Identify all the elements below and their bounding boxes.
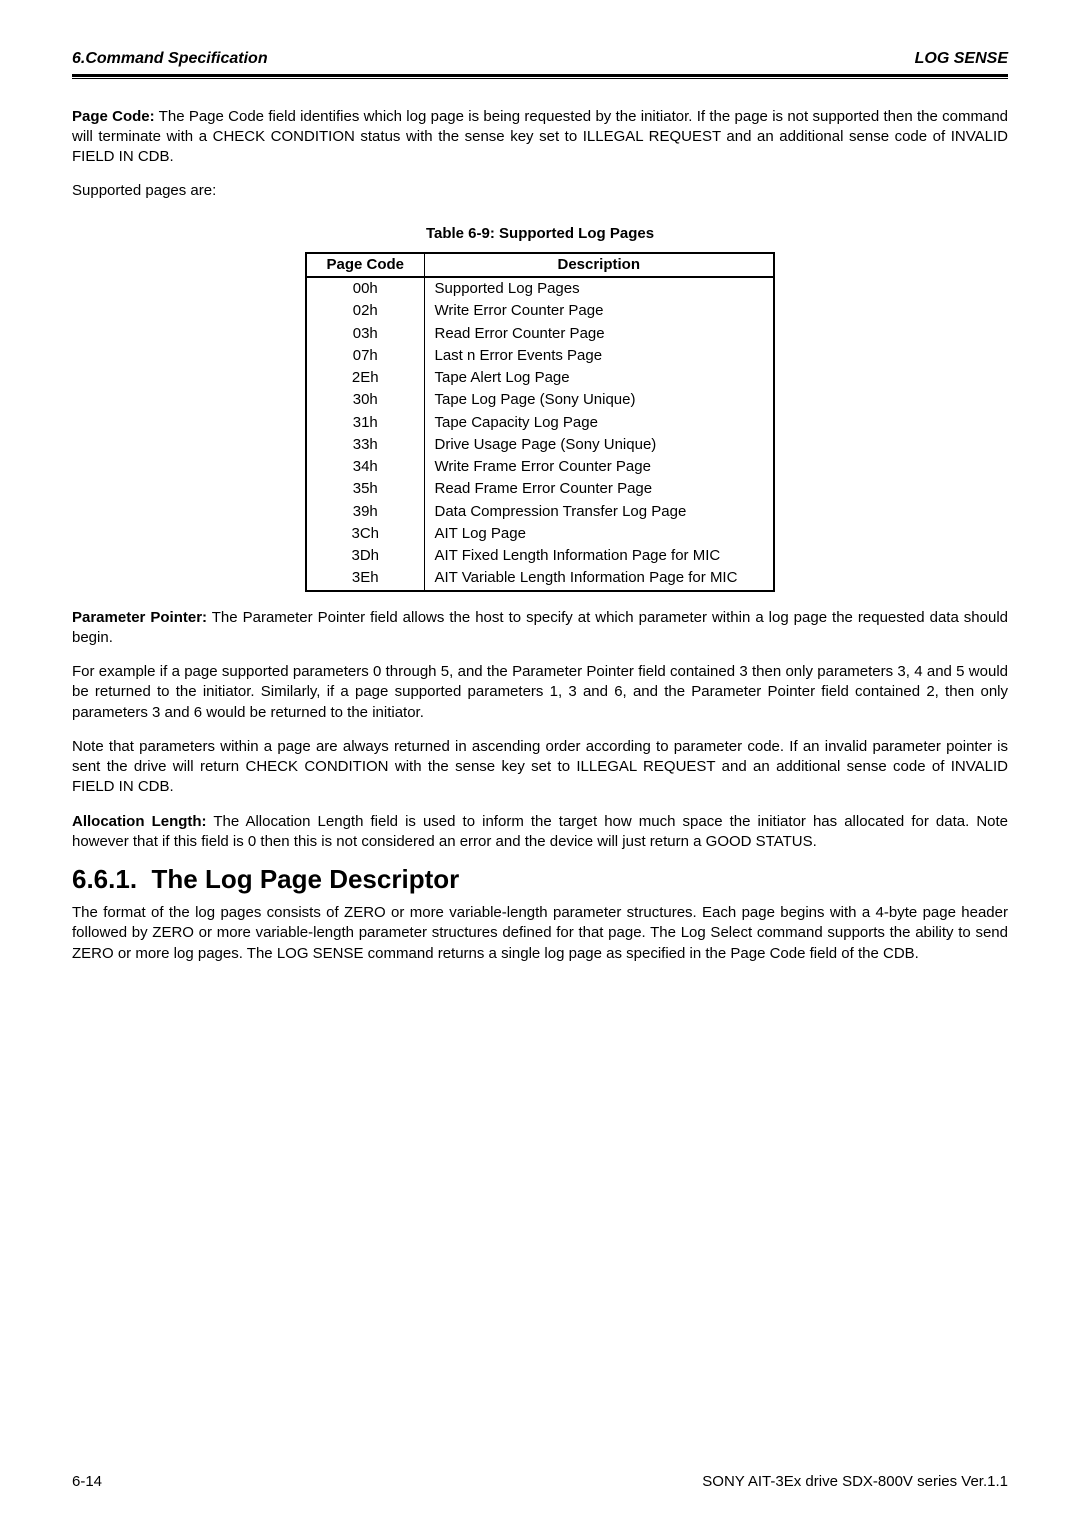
- label-allocation-length: Allocation Length:: [72, 813, 207, 830]
- paragraph-page-code: Page Code: The Page Code field identifie…: [72, 107, 1008, 168]
- cell-code: 2Eh: [306, 367, 424, 389]
- table-header-desc: Description: [424, 253, 774, 277]
- table-row: 35hRead Frame Error Counter Page: [306, 478, 774, 500]
- table-row: 34hWrite Frame Error Counter Page: [306, 456, 774, 478]
- cell-desc: Tape Log Page (Sony Unique): [424, 389, 774, 411]
- paragraph-parameter-pointer: Parameter Pointer: The Parameter Pointer…: [72, 608, 1008, 649]
- section-heading: 6.6.1. The Log Page Descriptor: [72, 862, 1008, 897]
- table-row: 39hData Compression Transfer Log Page: [306, 501, 774, 523]
- footer-left: 6-14: [72, 1472, 102, 1492]
- cell-code: 35h: [306, 478, 424, 500]
- text-allocation-length: The Allocation Length field is used to i…: [72, 813, 1008, 850]
- cell-desc: Write Error Counter Page: [424, 300, 774, 322]
- cell-code: 03h: [306, 323, 424, 345]
- cell-desc: Write Frame Error Counter Page: [424, 456, 774, 478]
- section-number: 6.6.1.: [72, 864, 137, 894]
- table-caption: Table 6-9: Supported Log Pages: [72, 224, 1008, 244]
- cell-code: 34h: [306, 456, 424, 478]
- cell-desc: Supported Log Pages: [424, 277, 774, 300]
- footer-right: SONY AIT-3Ex drive SDX-800V series Ver.1…: [702, 1472, 1008, 1492]
- cell-desc: Drive Usage Page (Sony Unique): [424, 434, 774, 456]
- cell-code: 3Ch: [306, 523, 424, 545]
- cell-code: 00h: [306, 277, 424, 300]
- table-row: 00hSupported Log Pages: [306, 277, 774, 300]
- cell-code: 3Dh: [306, 545, 424, 567]
- paragraph-allocation-length: Allocation Length: The Allocation Length…: [72, 812, 1008, 853]
- table-row: 07hLast n Error Events Page: [306, 345, 774, 367]
- paragraph-supported: Supported pages are:: [72, 181, 1008, 201]
- header-rule-thick: [72, 74, 1008, 77]
- supported-log-pages-table: Page Code Description 00hSupported Log P…: [305, 252, 775, 592]
- table-row: 3DhAIT Fixed Length Information Page for…: [306, 545, 774, 567]
- cell-code: 07h: [306, 345, 424, 367]
- cell-desc: Data Compression Transfer Log Page: [424, 501, 774, 523]
- cell-code: 31h: [306, 412, 424, 434]
- page-footer: 6-14 SONY AIT-3Ex drive SDX-800V series …: [72, 1472, 1008, 1492]
- table-header-code: Page Code: [306, 253, 424, 277]
- cell-code: 39h: [306, 501, 424, 523]
- table-row: 3ChAIT Log Page: [306, 523, 774, 545]
- text-parameter-pointer: The Parameter Pointer field allows the h…: [72, 609, 1008, 646]
- cell-code: 02h: [306, 300, 424, 322]
- cell-desc: Tape Capacity Log Page: [424, 412, 774, 434]
- cell-desc: Read Frame Error Counter Page: [424, 478, 774, 500]
- section-title: The Log Page Descriptor: [152, 864, 460, 894]
- cell-desc: Read Error Counter Page: [424, 323, 774, 345]
- cell-desc: AIT Log Page: [424, 523, 774, 545]
- header-left: 6.Command Specification: [72, 48, 268, 70]
- paragraph-descriptor: The format of the log pages consists of …: [72, 903, 1008, 964]
- table-row: 03hRead Error Counter Page: [306, 323, 774, 345]
- header-rule-thin: [72, 78, 1008, 79]
- table-row: 33hDrive Usage Page (Sony Unique): [306, 434, 774, 456]
- cell-code: 30h: [306, 389, 424, 411]
- text-page-code: The Page Code field identifies which log…: [72, 108, 1008, 166]
- cell-code: 3Eh: [306, 567, 424, 590]
- table-row: 2EhTape Alert Log Page: [306, 367, 774, 389]
- cell-code: 33h: [306, 434, 424, 456]
- paragraph-example: For example if a page supported paramete…: [72, 662, 1008, 723]
- table-header-row: Page Code Description: [306, 253, 774, 277]
- table-row: 31hTape Capacity Log Page: [306, 412, 774, 434]
- paragraph-note-order: Note that parameters within a page are a…: [72, 737, 1008, 798]
- label-parameter-pointer: Parameter Pointer:: [72, 609, 207, 626]
- cell-desc: AIT Variable Length Information Page for…: [424, 567, 774, 590]
- cell-desc: Tape Alert Log Page: [424, 367, 774, 389]
- header-right: LOG SENSE: [915, 48, 1008, 70]
- table-row: 02hWrite Error Counter Page: [306, 300, 774, 322]
- table-row: 3EhAIT Variable Length Information Page …: [306, 567, 774, 590]
- cell-desc: Last n Error Events Page: [424, 345, 774, 367]
- table-row: 30hTape Log Page (Sony Unique): [306, 389, 774, 411]
- page-header: 6.Command Specification LOG SENSE: [72, 48, 1008, 74]
- cell-desc: AIT Fixed Length Information Page for MI…: [424, 545, 774, 567]
- label-page-code: Page Code:: [72, 108, 155, 125]
